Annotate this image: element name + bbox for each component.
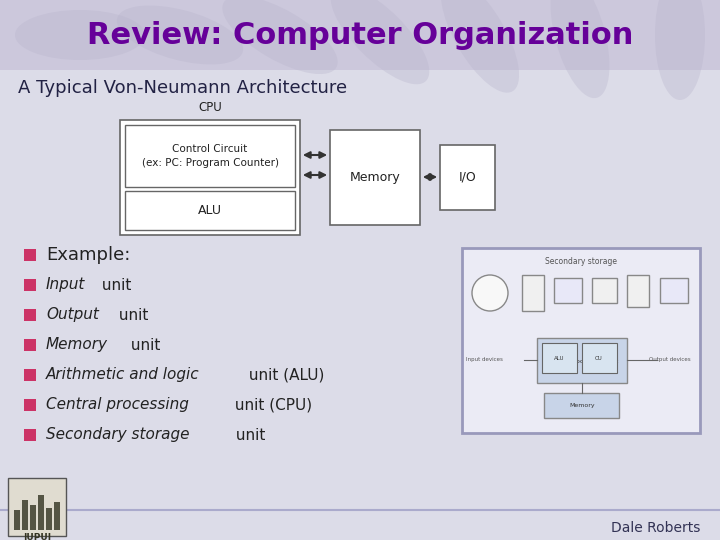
- Text: unit: unit: [96, 278, 131, 293]
- Text: Output devices: Output devices: [649, 357, 690, 362]
- Text: unit: unit: [231, 428, 266, 442]
- Text: CPU: CPU: [198, 101, 222, 114]
- Bar: [330, 130, 420, 225]
- Bar: [54, 502, 60, 530]
- Bar: [592, 278, 617, 303]
- Bar: [462, 248, 700, 433]
- Bar: [30, 505, 36, 530]
- Bar: [660, 278, 688, 303]
- Text: Control Circuit
(ex: PC: Program Counter): Control Circuit (ex: PC: Program Counter…: [142, 144, 279, 168]
- Text: IUPUI: IUPUI: [23, 534, 51, 540]
- Ellipse shape: [117, 5, 243, 64]
- Bar: [46, 508, 52, 530]
- Bar: [38, 495, 44, 530]
- Bar: [544, 393, 619, 418]
- Bar: [627, 275, 649, 307]
- Text: Secondary storage: Secondary storage: [46, 428, 189, 442]
- Text: ALU: ALU: [554, 355, 564, 361]
- Bar: [542, 343, 577, 373]
- Text: Central processing: Central processing: [46, 397, 189, 413]
- Bar: [440, 145, 495, 210]
- Bar: [537, 338, 627, 383]
- Text: I/O: I/O: [459, 171, 477, 184]
- Text: unit (CPU): unit (CPU): [230, 397, 312, 413]
- Bar: [125, 125, 295, 187]
- Bar: [125, 191, 295, 230]
- Text: unit: unit: [126, 338, 161, 353]
- Text: Input devices: Input devices: [466, 357, 503, 362]
- Text: Output: Output: [46, 307, 99, 322]
- Text: Memory: Memory: [46, 338, 108, 353]
- Text: CU: CU: [595, 355, 603, 361]
- Bar: [582, 343, 617, 373]
- Ellipse shape: [655, 0, 705, 100]
- Bar: [0, 0, 720, 70]
- Bar: [8, 478, 66, 536]
- Text: Review: Computer Organization: Review: Computer Organization: [87, 21, 633, 50]
- Bar: [554, 278, 582, 303]
- Text: Secondary storage: Secondary storage: [545, 258, 617, 267]
- Text: Dale Roberts: Dale Roberts: [611, 521, 700, 535]
- Bar: [22, 500, 28, 530]
- Ellipse shape: [330, 0, 429, 84]
- Ellipse shape: [15, 10, 145, 60]
- Text: A Typical Von-Neumann Architecture: A Typical Von-Neumann Architecture: [18, 79, 347, 97]
- Text: Example:: Example:: [46, 246, 130, 264]
- Bar: [522, 275, 544, 311]
- Text: Memory: Memory: [570, 402, 595, 408]
- Circle shape: [472, 275, 508, 311]
- Ellipse shape: [222, 0, 338, 74]
- Text: ALU: ALU: [198, 204, 222, 217]
- Ellipse shape: [551, 0, 609, 98]
- Bar: [120, 120, 300, 235]
- Text: Input: Input: [46, 278, 86, 293]
- Bar: [14, 510, 20, 530]
- Ellipse shape: [441, 0, 519, 93]
- Text: Central Processing Unit: Central Processing Unit: [545, 359, 618, 363]
- Text: Arithmetic and logic: Arithmetic and logic: [46, 368, 199, 382]
- Text: unit: unit: [114, 307, 148, 322]
- Text: unit (ALU): unit (ALU): [244, 368, 325, 382]
- Text: Memory: Memory: [350, 171, 400, 184]
